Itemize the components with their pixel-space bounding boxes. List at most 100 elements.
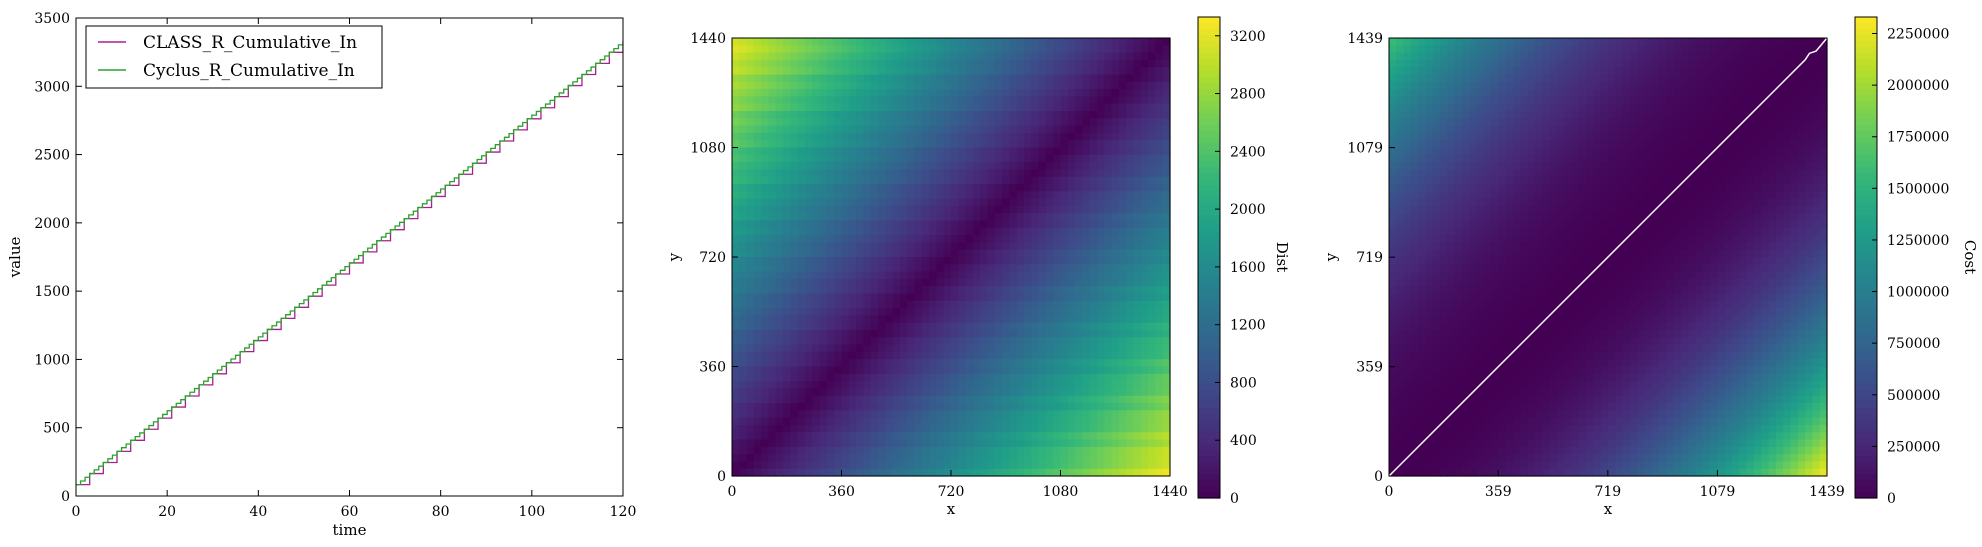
heatmap-cell (819, 330, 828, 338)
heatmap-cell (856, 410, 864, 419)
heatmap-cell (878, 286, 886, 295)
heatmap-cell (768, 176, 777, 185)
heatmap-cell (783, 96, 791, 105)
heatmap-cell (907, 264, 916, 273)
heatmap-cell (921, 81, 930, 90)
heatmap-cell (921, 103, 930, 112)
heatmap-cell (761, 344, 770, 353)
heatmap-cell (1410, 300, 1419, 309)
heatmap-cell (1148, 118, 1156, 127)
heatmap-cell (885, 213, 894, 222)
heatmap-cell (1162, 249, 1171, 258)
heatmap-cell (870, 45, 879, 54)
heatmap-cell (951, 81, 959, 90)
heatmap-cell (1097, 410, 1105, 419)
heatmap-cell (1053, 454, 1062, 462)
heatmap-cell (739, 220, 748, 229)
heatmap-cell (783, 111, 791, 119)
heatmap-cell (1060, 424, 1069, 433)
heatmap-cell (834, 366, 843, 375)
heatmap-cell (732, 249, 740, 258)
heatmap-cell (746, 322, 755, 331)
heatmap-cell (885, 315, 894, 324)
heatmap-cell (1104, 454, 1113, 462)
heatmap-cell (1396, 257, 1405, 265)
heatmap-cell (892, 446, 901, 455)
heatmap-cell (1118, 38, 1127, 46)
heatmap-cell (1483, 96, 1492, 105)
heatmap-cell (914, 417, 923, 426)
heatmap-cell (1075, 315, 1083, 324)
heatmap-cell (1002, 330, 1010, 338)
heatmap-cell (1440, 446, 1448, 455)
heatmap-cell (819, 366, 828, 375)
heatmap-cell (936, 381, 945, 389)
heatmap-cell (1389, 242, 1397, 251)
heatmap-cell (746, 176, 755, 185)
heatmap-cell (761, 330, 770, 338)
heatmap-cell (1403, 439, 1412, 448)
heatmap-cell (1002, 52, 1010, 61)
heatmap-cell (1491, 257, 1500, 265)
heatmap-cell (1038, 410, 1047, 419)
heatmap-cell (1410, 184, 1419, 192)
heatmap-cell (1462, 257, 1470, 265)
heatmap-cell (929, 81, 937, 90)
heatmap-cell (914, 198, 923, 207)
heatmap-cell (1513, 132, 1521, 141)
heatmap-cell (1140, 176, 1149, 185)
heatmap-cell (1075, 81, 1083, 90)
heatmap-cell (819, 220, 828, 229)
heatmap-cell (929, 45, 937, 54)
heatmap-cell (819, 278, 828, 287)
heatmap-cell (848, 205, 857, 214)
heatmap-cell (1067, 257, 1076, 265)
heatmap-cell (1396, 264, 1405, 273)
heatmap-cell (1060, 308, 1069, 316)
heatmap-cell (1498, 198, 1507, 207)
heatmap-cell (819, 381, 828, 389)
heatmap-cell (1162, 454, 1171, 462)
heatmap-cell (1418, 395, 1427, 404)
heatmap-cell (1440, 388, 1448, 397)
heatmap-cell (1111, 74, 1120, 83)
heatmap-cell (1513, 242, 1521, 251)
heatmap-cell (1513, 468, 1521, 477)
heatmap-cell (848, 461, 857, 470)
heatmap-cell (878, 381, 886, 389)
heatmap-cell (746, 242, 755, 251)
heatmap-cell (841, 140, 850, 149)
heatmap-cell (1447, 125, 1456, 134)
heatmap-cell (1097, 132, 1105, 141)
heatmap-cell (1483, 132, 1492, 141)
heatmap-cell (761, 257, 770, 265)
heatmap-cell (1060, 140, 1069, 149)
colorbar-cell (1198, 365, 1220, 373)
heatmap-cell (1469, 249, 1478, 258)
heatmap-cell (1476, 125, 1485, 134)
heatmap-cell (892, 432, 901, 441)
heatmap-cell (943, 198, 952, 207)
colorbar-cell (1198, 485, 1220, 493)
heatmap-cell (1075, 59, 1083, 68)
heatmap-cell (783, 278, 791, 287)
heatmap-cell (885, 359, 894, 368)
heatmap-cell (1418, 271, 1427, 280)
heatmap-cell (1082, 337, 1091, 346)
heatmap-cell (1060, 264, 1069, 273)
heatmap-cell (1118, 103, 1127, 112)
heatmap-cell (899, 147, 908, 156)
heatmap-cell (892, 227, 901, 236)
heatmap-cell (1403, 154, 1412, 163)
heatmap-cell (797, 417, 806, 426)
heatmap-cell (1133, 235, 1142, 243)
heatmap-cell (746, 184, 755, 192)
heatmap-cell (1476, 403, 1485, 411)
heatmap-cell (1527, 52, 1536, 61)
heatmap-cell (1140, 432, 1149, 441)
heatmap-cell (1432, 103, 1441, 112)
heatmap-cell (1447, 227, 1456, 236)
heatmap-cell (1089, 59, 1098, 68)
heatmap-cell (1024, 140, 1032, 149)
heatmap-cell (1118, 351, 1127, 360)
